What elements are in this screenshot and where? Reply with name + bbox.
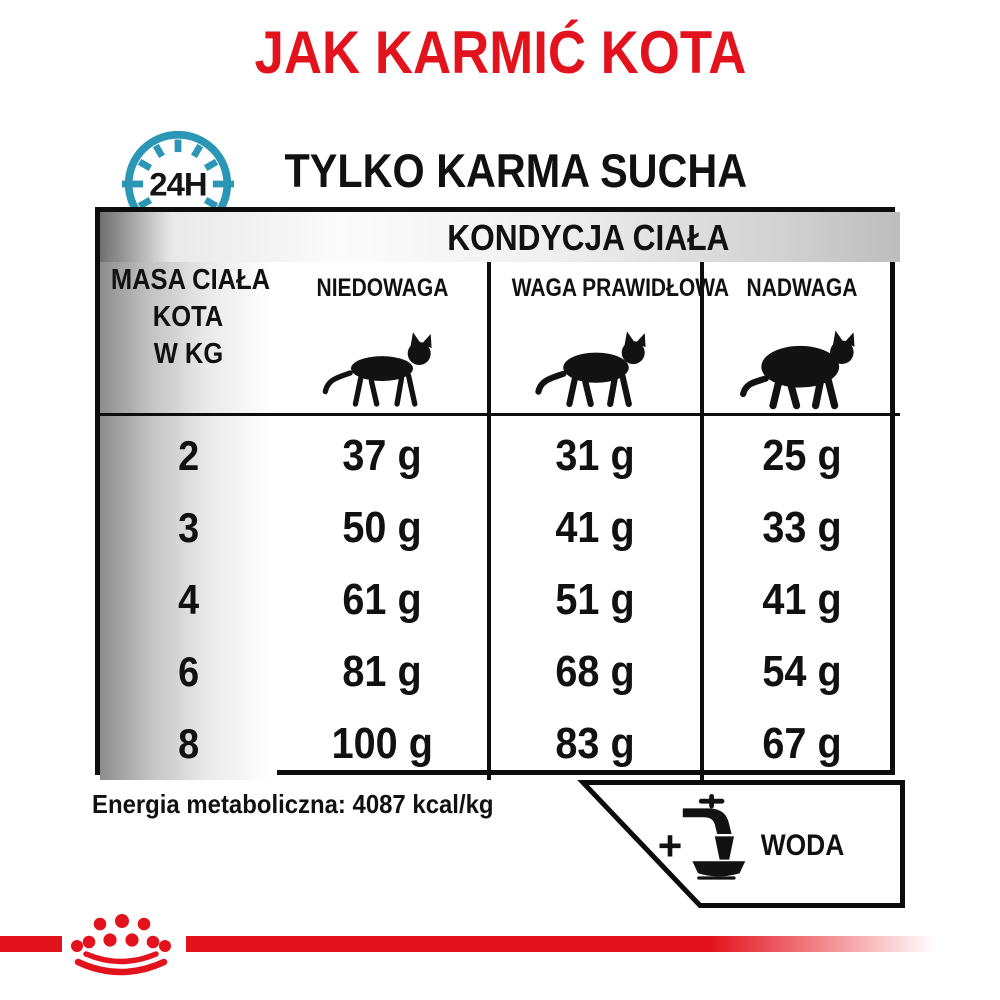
table-row: 3 50 g 41 g 33 g [100, 492, 900, 564]
column-divider [487, 262, 491, 780]
left-column-background [100, 262, 277, 780]
cat-underweight-icon [322, 332, 432, 407]
grams-overweight: 25 g [762, 431, 842, 480]
grams-underweight: 100 g [331, 719, 433, 768]
cat-underweight-cell [277, 308, 487, 412]
grams-overweight: 41 g [762, 575, 842, 624]
feeding-table: KONDYCJA CIAŁA MASA CIAŁA KOTA W KG NIED… [95, 207, 900, 780]
grams-underweight: 37 g [342, 431, 422, 480]
weight-kg-value: 4 [177, 576, 200, 623]
grams-overweight: 54 g [762, 647, 842, 696]
table-row: 8 100 g 83 g 67 g [100, 708, 900, 780]
weight-kg-value: 2 [177, 432, 200, 479]
weight-kg-value: 8 [177, 720, 200, 767]
water-tap-and-bowl-icon [682, 794, 746, 880]
table-header-bar [100, 212, 900, 262]
page-title: JAK KARMIĆ KOTA [254, 19, 746, 86]
grams-normal: 31 g [555, 431, 636, 480]
weight-kg-value: 6 [177, 648, 200, 695]
cat-overweight-cell [704, 308, 900, 412]
table-row: 6 81 g 68 g 54 g [100, 636, 900, 708]
column-header-overweight: NADWAGA [746, 274, 858, 302]
grams-underweight: 81 g [342, 647, 422, 696]
footer-red-bar-right [186, 936, 935, 952]
grams-overweight: 67 g [762, 719, 842, 768]
column-header-underweight: NIEDOWAGA [316, 274, 448, 302]
cat-overweight-icon [739, 330, 855, 410]
weight-kg-value: 3 [177, 504, 200, 551]
table-header-title: KONDYCJA CIAŁA [447, 217, 730, 258]
grams-overweight: 33 g [762, 503, 842, 552]
grams-normal: 83 g [555, 719, 636, 768]
clock-24h-label: 24H [149, 166, 206, 203]
cat-normal-weight-icon [534, 331, 646, 408]
water-callout-box [577, 780, 905, 908]
metabolic-energy-note: Energia metaboliczna: 4087 kcal/kg [92, 789, 494, 819]
water-label: WODA [760, 829, 845, 862]
column-header-normal-weight: WAGA PRAWIDŁOWA [511, 274, 730, 302]
row-header-mass: MASA CIAŁA KOTA W KG [110, 264, 271, 370]
footer-red-bar-left [0, 936, 62, 952]
cat-normal-weight-cell [491, 308, 700, 412]
royal-canin-crown-icon [71, 914, 171, 976]
grams-normal: 41 g [555, 503, 636, 552]
plus-sign: + [657, 822, 683, 869]
table-row: 4 61 g 51 g 41 g [100, 564, 900, 636]
column-divider [700, 262, 704, 780]
subtitle: TYLKO KARMA SUCHA [284, 144, 748, 197]
grams-underweight: 61 g [342, 575, 422, 624]
grams-normal: 68 g [555, 647, 636, 696]
grams-underweight: 50 g [342, 503, 422, 552]
table-row: 2 37 g 31 g 25 g [100, 420, 900, 492]
grams-normal: 51 g [555, 575, 636, 624]
header-body-divider [100, 413, 900, 416]
